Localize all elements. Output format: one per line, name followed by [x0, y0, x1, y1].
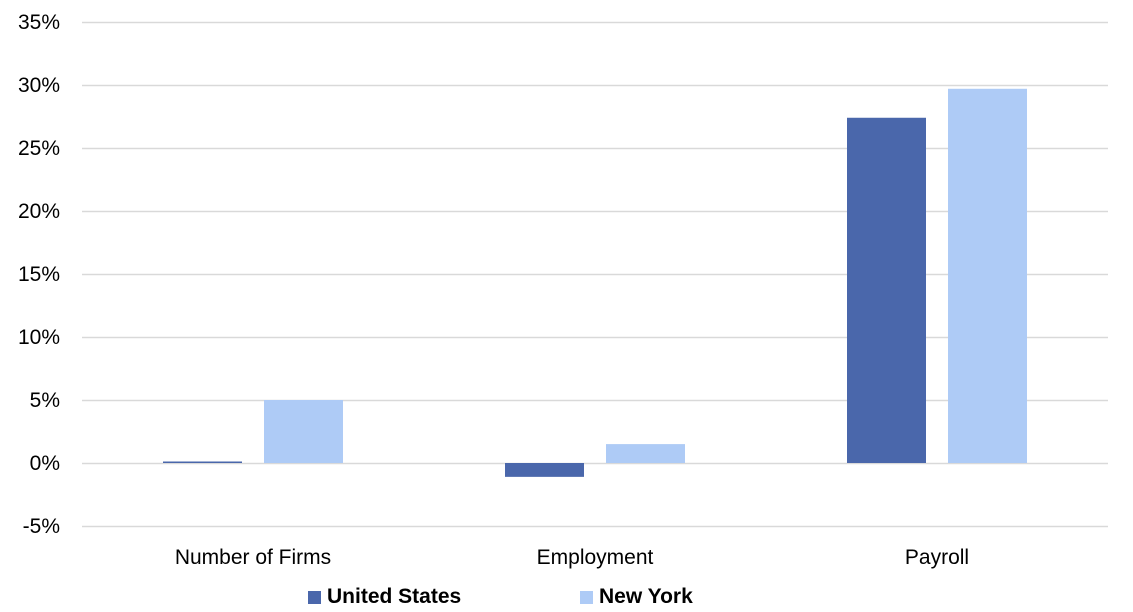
y-tick-label: 0%: [30, 452, 60, 475]
legend-swatch-united-states: [308, 590, 321, 604]
legend: United States New York: [0, 583, 1133, 612]
y-tick-label: 10%: [18, 326, 60, 349]
legend-label-new-york: New York: [599, 585, 693, 608]
y-tick-label: 15%: [18, 263, 60, 286]
y-tick-label: 5%: [30, 389, 60, 412]
bar-chart: -5% 0% 5% 10% 15% 20% 25% 30% 35% Number of Firm…: [18, 11, 1108, 569]
legend-label-united-states: United States: [327, 585, 462, 608]
legend-item-united-states: United States: [308, 583, 461, 611]
y-tick-label: 25%: [18, 137, 60, 160]
x-tick-label: Employment: [537, 546, 654, 569]
bar-united-states-number-of-firms: [163, 461, 242, 463]
bar-new-york-payroll: [948, 88, 1027, 463]
bar-united-states-payroll: [847, 117, 926, 463]
gridlines: [82, 21, 1108, 528]
bar-new-york-employment: [606, 444, 685, 463]
legend-swatch-new-york: [580, 590, 593, 604]
y-tick-label: 20%: [18, 200, 60, 223]
bar-united-states-employment: [505, 463, 584, 477]
x-tick-label: Number of Firms: [175, 546, 331, 569]
y-tick-label: -5%: [23, 515, 60, 538]
x-axis-tick-labels: Number of Firms Employment Payroll: [175, 546, 969, 569]
y-axis-tick-labels: -5% 0% 5% 10% 15% 20% 25% 30% 35%: [18, 11, 60, 538]
legend-item-new-york: New York: [580, 583, 693, 611]
y-tick-label: 35%: [18, 11, 60, 34]
y-tick-label: 30%: [18, 74, 60, 97]
x-tick-label: Payroll: [905, 546, 969, 569]
bars: [163, 88, 1027, 477]
bar-new-york-number-of-firms: [264, 400, 343, 463]
